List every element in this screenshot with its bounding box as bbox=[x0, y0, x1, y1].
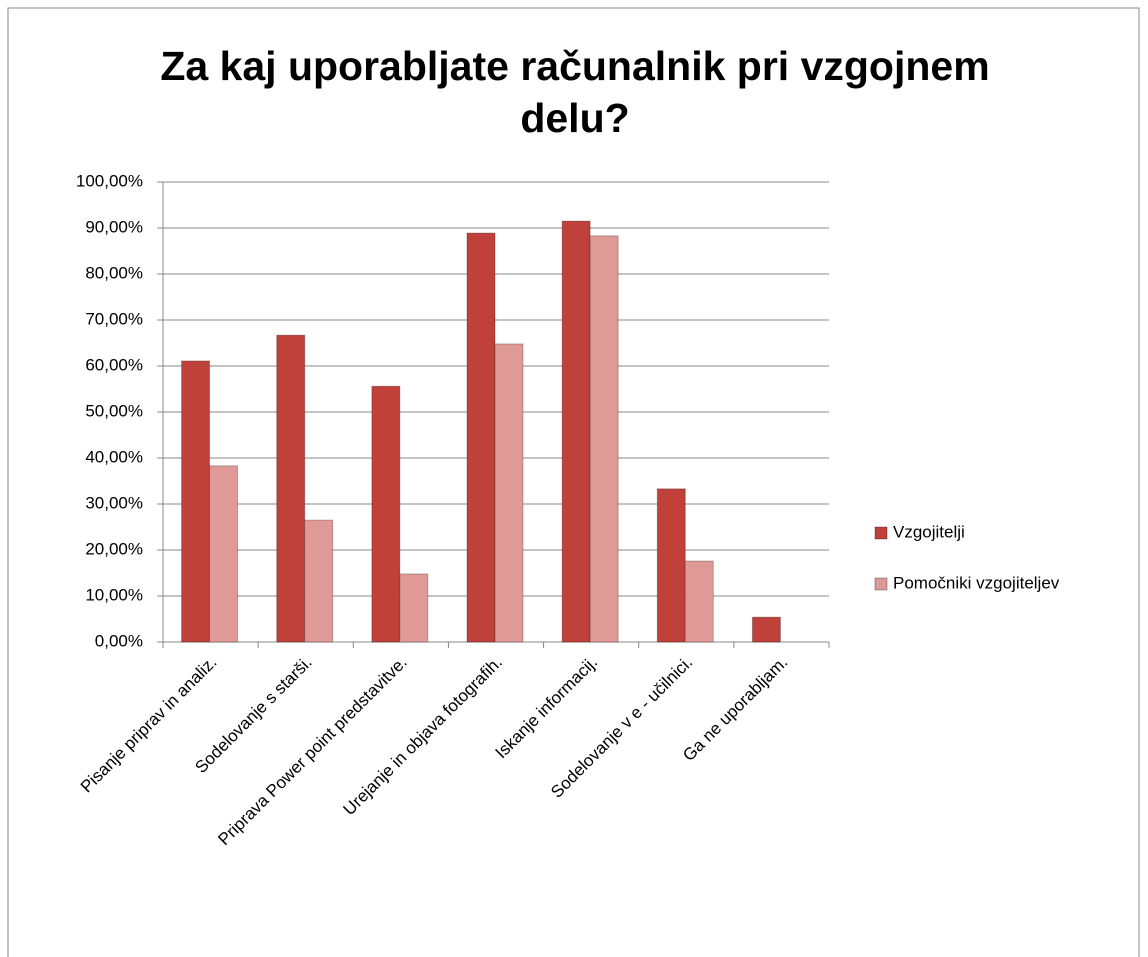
y-tick-label: 40,00% bbox=[85, 447, 143, 466]
bar bbox=[209, 465, 239, 643]
y-tick-label: 100,00% bbox=[76, 171, 143, 190]
y-tick-label: 30,00% bbox=[85, 493, 143, 512]
bar bbox=[371, 385, 401, 643]
bar bbox=[181, 360, 211, 643]
y-tick-label: 80,00% bbox=[85, 263, 143, 282]
y-tick-label: 90,00% bbox=[85, 217, 143, 236]
bar bbox=[276, 334, 306, 643]
bar bbox=[561, 220, 591, 643]
bar bbox=[751, 616, 781, 643]
bar bbox=[304, 519, 334, 643]
x-tick-label: Pisanje priprav in analiz. bbox=[77, 653, 221, 797]
bar bbox=[466, 232, 496, 643]
y-tick-label: 20,00% bbox=[85, 539, 143, 558]
bar bbox=[684, 560, 714, 643]
bar bbox=[589, 235, 619, 643]
y-tick-label: 10,00% bbox=[85, 585, 143, 604]
legend-swatch bbox=[874, 577, 888, 591]
legend-label: Pomočniki vzgojiteljev bbox=[893, 573, 1060, 592]
legend-label: Vzgojitelji bbox=[893, 522, 965, 541]
x-tick-label: Urejanje in objava fotografih. bbox=[340, 653, 506, 819]
bar bbox=[399, 573, 429, 643]
chart-border bbox=[7, 7, 1140, 957]
x-tick-label: Priprava Power point predstavitve. bbox=[214, 653, 411, 850]
x-tick-label: Ga ne uporabljam. bbox=[679, 653, 791, 765]
y-tick-label: 50,00% bbox=[85, 401, 143, 420]
legend-swatch bbox=[874, 526, 888, 540]
chart-title: Za kaj uporabljate računalnik pri vzgojn… bbox=[160, 43, 990, 141]
y-tick-label: 60,00% bbox=[85, 355, 143, 374]
x-tick-label: Iskanje informacij. bbox=[491, 653, 601, 763]
y-tick-label: 70,00% bbox=[85, 309, 143, 328]
y-tick-label: 0,00% bbox=[95, 631, 143, 650]
bar bbox=[656, 488, 686, 643]
bar bbox=[494, 343, 524, 643]
